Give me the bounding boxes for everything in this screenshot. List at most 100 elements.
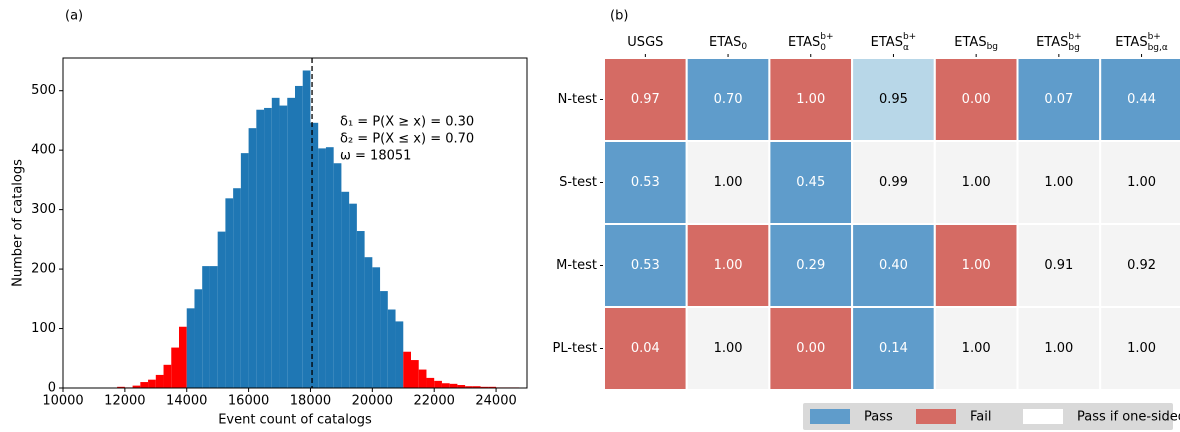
bar bbox=[295, 85, 303, 388]
x-tick-label: 20000 bbox=[352, 394, 393, 409]
panel-label: (b) bbox=[610, 9, 628, 24]
column-label-sub: bg bbox=[1068, 43, 1079, 53]
cell-label: 1.00 bbox=[714, 258, 743, 273]
column-label-base: ETAS bbox=[788, 35, 820, 50]
cell bbox=[768, 140, 854, 225]
bar bbox=[248, 128, 257, 388]
cell-label: 0.07 bbox=[1044, 92, 1073, 107]
cell-label: 0.00 bbox=[962, 92, 991, 107]
bar bbox=[333, 163, 342, 388]
cell bbox=[851, 223, 936, 308]
bar bbox=[411, 360, 419, 388]
cell-label: 1.00 bbox=[1127, 341, 1156, 356]
x-tick-label: 18000 bbox=[290, 394, 331, 409]
column-label: ETASb+ α bbox=[871, 32, 917, 53]
cell-label: 1.00 bbox=[962, 341, 991, 356]
bar bbox=[287, 97, 295, 389]
legend-label: Pass bbox=[864, 410, 893, 425]
cell-label: 1.00 bbox=[714, 341, 743, 356]
cell bbox=[685, 140, 771, 225]
bar bbox=[356, 231, 365, 388]
x-tick-label: 16000 bbox=[228, 394, 269, 409]
cell-label: 0.00 bbox=[796, 341, 825, 356]
cell-label: 0.99 bbox=[879, 175, 908, 190]
column-label: USGS bbox=[627, 35, 663, 50]
y-tick-label: 500 bbox=[31, 83, 56, 98]
annotation: ω = 18051 bbox=[340, 149, 411, 164]
cell-label: 0.70 bbox=[714, 92, 743, 107]
cell bbox=[851, 306, 936, 391]
bar bbox=[132, 385, 141, 388]
legend-box bbox=[803, 403, 1173, 430]
panel-label: (a) bbox=[65, 9, 83, 24]
cell-label: 0.53 bbox=[631, 258, 660, 273]
column-label-sup: b+ bbox=[1148, 32, 1161, 42]
cell bbox=[933, 140, 1019, 225]
row-label: PL-test bbox=[552, 341, 597, 356]
column-label-base: ETAS bbox=[709, 35, 741, 50]
annotation: δ₁ = P(X ≥ x) = 0.30 bbox=[340, 115, 474, 130]
y-tick-label: 100 bbox=[31, 321, 56, 336]
cell-label: 1.00 bbox=[796, 92, 825, 107]
bar bbox=[465, 386, 473, 388]
bar bbox=[264, 107, 272, 388]
column-label-base: ETAS bbox=[871, 35, 903, 50]
cell bbox=[1016, 223, 1102, 308]
bar bbox=[449, 383, 458, 388]
column-label-sub: bg bbox=[987, 42, 998, 52]
row-label: N-test bbox=[558, 92, 597, 107]
bar bbox=[372, 267, 381, 388]
column-label-sub: 0 bbox=[820, 43, 826, 53]
column-label-sup: b+ bbox=[903, 32, 916, 42]
bar bbox=[271, 97, 280, 389]
y-tick-label: 300 bbox=[31, 202, 56, 217]
cell-label: 1.00 bbox=[1044, 175, 1073, 190]
cell-label: 1.00 bbox=[962, 175, 991, 190]
y-tick-label: 400 bbox=[31, 143, 56, 158]
bar bbox=[148, 379, 156, 388]
column-label: ETAS0 bbox=[709, 35, 747, 52]
column-label: ETASb+ bg,α bbox=[1115, 32, 1168, 53]
bar bbox=[302, 70, 311, 389]
cell bbox=[1016, 306, 1102, 391]
legend-swatch bbox=[916, 409, 956, 424]
bar bbox=[426, 377, 435, 388]
cell bbox=[768, 223, 854, 308]
cell-label: 0.14 bbox=[879, 341, 908, 356]
cell-label: 1.00 bbox=[714, 175, 743, 190]
column-label-base: ETAS bbox=[1036, 35, 1068, 50]
cell-label: 1.00 bbox=[1044, 341, 1073, 356]
bar bbox=[225, 198, 234, 388]
bar bbox=[403, 351, 411, 388]
bar bbox=[457, 385, 466, 388]
bar bbox=[179, 326, 187, 388]
column-label: ETASb+ 0 bbox=[788, 32, 834, 53]
bar bbox=[209, 266, 218, 388]
x-tick-label: 12000 bbox=[104, 394, 145, 409]
cell-label: 0.04 bbox=[631, 341, 660, 356]
cell-label: 0.91 bbox=[1044, 258, 1073, 273]
x-axis-label: Event count of catalogs bbox=[218, 413, 372, 428]
cell bbox=[685, 223, 771, 308]
bar bbox=[217, 231, 226, 388]
bar bbox=[194, 289, 203, 388]
cell bbox=[603, 140, 688, 225]
bar bbox=[240, 153, 249, 388]
bar bbox=[318, 148, 326, 388]
bar bbox=[140, 382, 149, 388]
bar bbox=[387, 309, 396, 388]
cell-label: 1.00 bbox=[962, 258, 991, 273]
cell bbox=[768, 57, 854, 142]
bar bbox=[472, 386, 481, 388]
cell bbox=[603, 306, 688, 391]
column-label-base: USGS bbox=[627, 35, 663, 50]
row-label: S-test bbox=[559, 175, 597, 190]
cell-label: 1.00 bbox=[1127, 175, 1156, 190]
bar bbox=[395, 321, 404, 388]
cell-label: 0.45 bbox=[796, 175, 825, 190]
cell bbox=[1099, 140, 1180, 225]
legend-label: Pass if one-sided bbox=[1077, 410, 1180, 425]
cell-label: 0.29 bbox=[796, 258, 825, 273]
bar bbox=[117, 386, 125, 388]
column-label-sub: 0 bbox=[741, 42, 747, 52]
